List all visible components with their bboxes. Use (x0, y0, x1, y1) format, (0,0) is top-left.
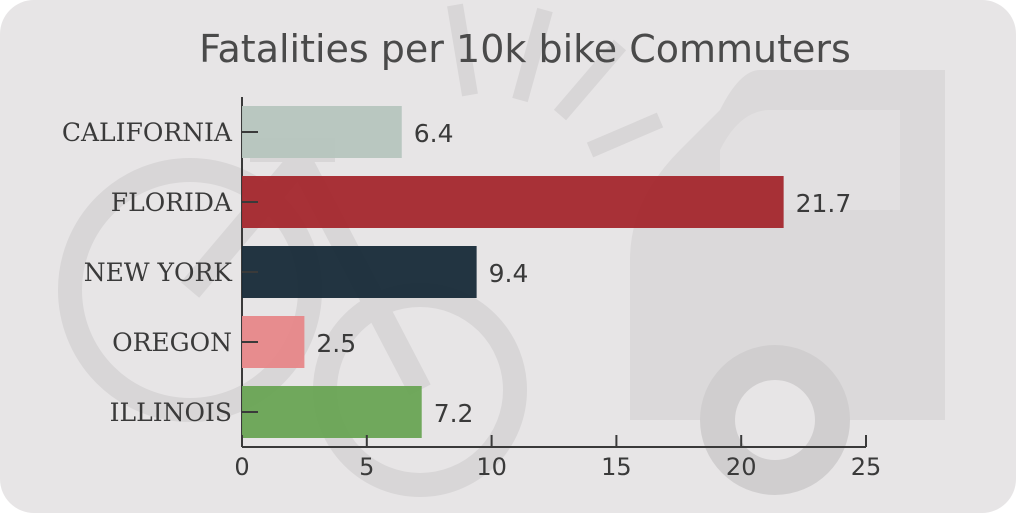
value-label: 21.7 (796, 189, 852, 218)
value-label: 9.4 (489, 259, 529, 288)
y-ticks-group (242, 131, 258, 413)
category-label: OREGON (112, 328, 232, 357)
value-label: 7.2 (434, 399, 474, 428)
bars-group (242, 106, 784, 438)
bar (242, 246, 477, 298)
value-label: 2.5 (316, 329, 356, 358)
x-tick-label: 5 (359, 453, 374, 481)
x-tick-label: 10 (476, 453, 507, 481)
category-label: ILLINOIS (110, 398, 232, 427)
truck-wheel-hub (735, 380, 815, 460)
value-label: 6.4 (414, 119, 454, 148)
category-label: CALIFORNIA (62, 118, 233, 147)
rays-illustration (447, 3, 664, 158)
bar (242, 386, 422, 438)
value-labels-group: 6.4 21.7 9.4 2.5 7.2 (316, 119, 851, 428)
x-tick-label: 0 (234, 453, 249, 481)
ray (447, 3, 478, 97)
ray (512, 7, 553, 103)
ray (553, 39, 627, 121)
truck-illustration (630, 70, 945, 495)
bar (242, 106, 402, 158)
x-tick-label: 20 (726, 453, 757, 481)
x-tick-label: 25 (851, 453, 882, 481)
bar (242, 176, 784, 228)
category-labels-group: CALIFORNIA FLORIDA NEW YORK OREGON ILLINOIS (62, 118, 233, 427)
ray (586, 112, 664, 158)
x-tick-label: 15 (601, 453, 632, 481)
chart-title: Fatalities per 10k bike Commuters (199, 27, 851, 71)
x-ticks-group: 0 5 10 15 20 25 (234, 435, 881, 481)
category-label: NEW YORK (84, 258, 234, 287)
category-label: FLORIDA (111, 188, 233, 217)
